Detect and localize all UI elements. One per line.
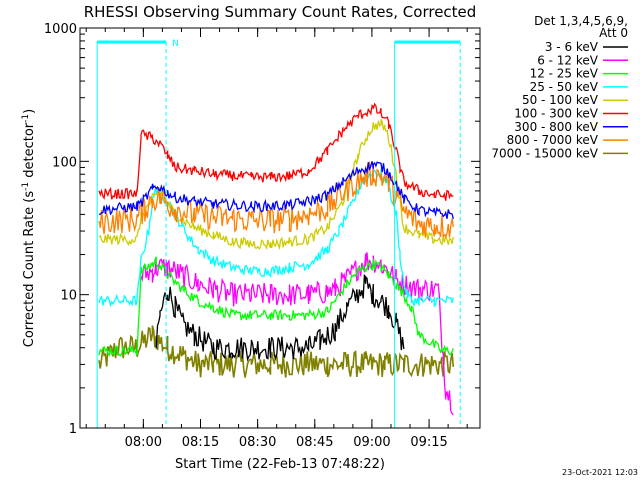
- y-axis-label-superscript: -1: [21, 114, 31, 123]
- series-line: [140, 252, 454, 416]
- legend-label: 3 - 6 keV: [545, 40, 599, 54]
- x-axis-ticks: 08:00 08:15 08:30 08:45 09:00 09:15: [85, 28, 468, 450]
- legend-label: 800 - 7000 keV: [507, 133, 599, 147]
- series-line: [98, 325, 455, 378]
- legend-label: 300 - 800 keV: [514, 120, 598, 134]
- y-axis-label: Corrected Count Rate (s-1 detector-1): [21, 109, 37, 347]
- x-tick-label: 08:30: [239, 435, 276, 450]
- x-tick-label: 08:45: [296, 435, 333, 450]
- plot-frame: [79, 27, 481, 429]
- legend-label: 7000 - 15000 keV: [491, 146, 598, 160]
- night-label: N: [172, 39, 179, 49]
- y-tick-label: 1: [69, 422, 77, 437]
- legend-label: 12 - 25 keV: [530, 67, 599, 81]
- y-axis-label-part: detector: [22, 122, 37, 182]
- legend-header-line: Det 1,3,4,5,6,9,: [534, 14, 628, 28]
- x-axis-label: Start Time (22-Feb-13 07:48:22): [175, 457, 385, 472]
- legend-header-line: Att 0: [599, 26, 628, 40]
- y-axis-label-part: Corrected Count Rate (s: [22, 191, 37, 348]
- y-tick-label: 10: [60, 289, 77, 304]
- chart-title: RHESSI Observing Summary Count Rates, Co…: [84, 3, 477, 21]
- y-axis-label-superscript: -1: [21, 182, 31, 191]
- night-flags: N: [96, 39, 461, 428]
- y-tick-label: 100: [52, 155, 77, 170]
- y-axis-label-part: ): [22, 109, 37, 114]
- legend-label: 25 - 50 keV: [530, 80, 599, 94]
- legend-label: 50 - 100 keV: [522, 93, 599, 107]
- x-tick-label: 09:00: [353, 435, 390, 450]
- series-lines: [98, 102, 455, 416]
- x-tick-label: 09:15: [410, 435, 447, 450]
- y-tick-label: 1000: [44, 22, 77, 37]
- y-axis-ticks: 1 10 100 1000: [44, 22, 480, 437]
- series-line: [155, 274, 405, 362]
- footer-date: 23-Oct-2021 12:03: [562, 468, 638, 477]
- series-line: [98, 102, 454, 201]
- x-tick-label: 08:00: [125, 435, 162, 450]
- x-tick-label: 08:15: [182, 435, 219, 450]
- legend-label: 100 - 300 keV: [514, 107, 598, 121]
- legend-label: 6 - 12 keV: [537, 53, 599, 67]
